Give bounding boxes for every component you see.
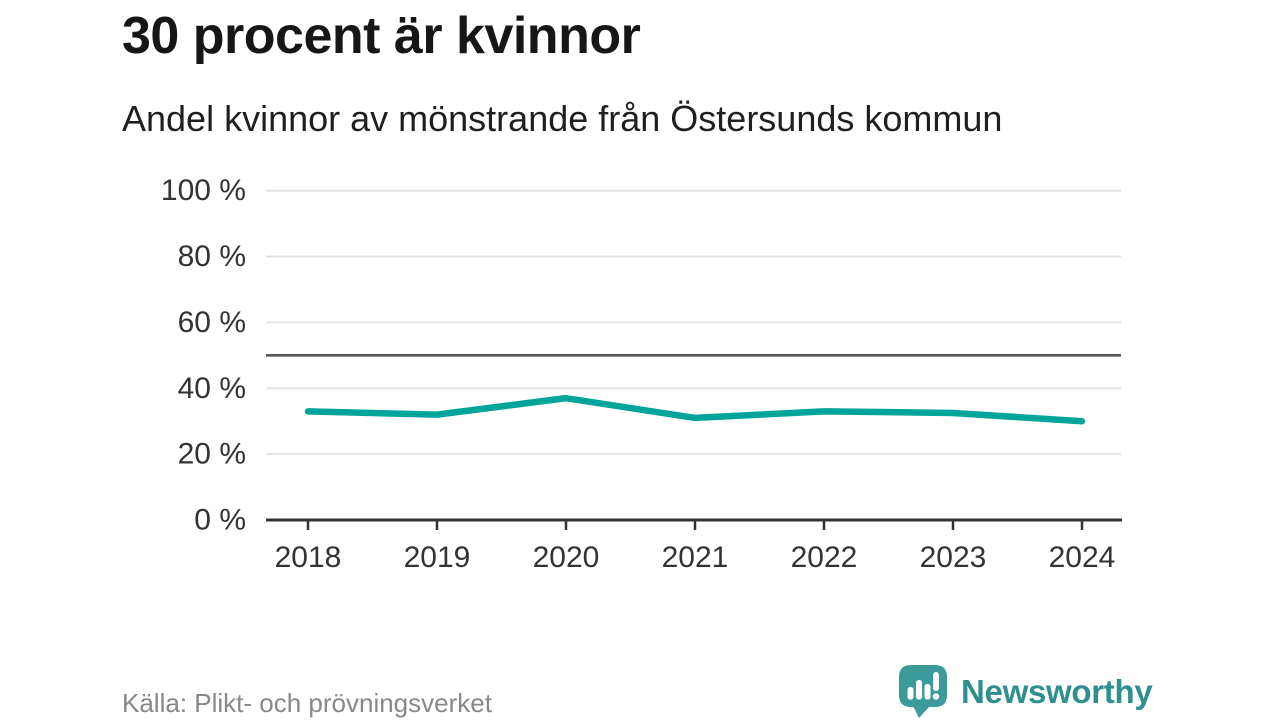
brand-logo: Newsworthy [896, 665, 1153, 718]
x-axis-tick-label: 2024 [1049, 541, 1116, 574]
y-axis-tick-label: 60 % [178, 306, 246, 339]
y-axis-tick-label: 20 % [178, 438, 246, 471]
x-axis-tick-label: 2018 [275, 541, 342, 574]
x-axis-tick-label: 2022 [791, 541, 858, 574]
x-axis-tick-label: 2020 [533, 541, 600, 574]
x-axis-tick-label: 2021 [662, 541, 729, 574]
data-line-andel-kvinnor-av-mönstrande [304, 394, 1086, 425]
y-axis-tick-label: 80 % [178, 240, 246, 273]
y-axis-tick-label: 40 % [178, 372, 246, 405]
chart-subtitle: Andel kvinnor av mönstrande från Östersu… [122, 98, 1003, 139]
brand-name: Newsworthy [961, 672, 1153, 710]
x-axis-tick-label: 2023 [920, 541, 987, 574]
bar-chart-speech-bubble-icon [899, 665, 947, 718]
source-note: Källa: Plikt- och prövningsverket [122, 688, 492, 718]
y-axis-tick-label: 100 % [161, 174, 246, 207]
chart-title: 30 procent är kvinnor [122, 7, 641, 65]
x-axis-tick-label: 2019 [404, 541, 471, 574]
y-axis-tick-label: 0 % [194, 504, 246, 537]
